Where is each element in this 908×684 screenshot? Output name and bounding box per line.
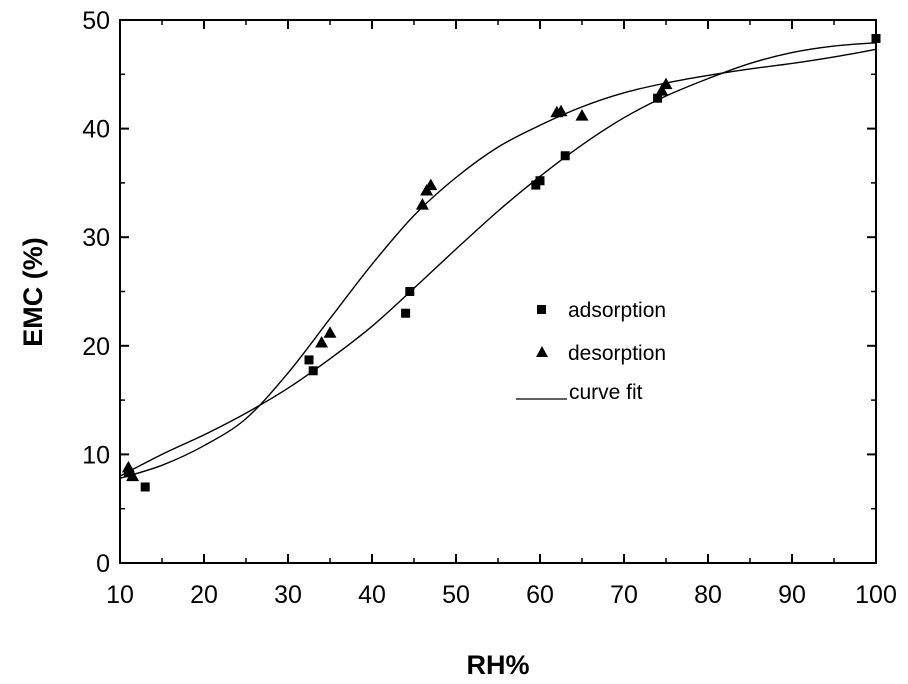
legend-label-curve-fit: curve fit (569, 381, 643, 404)
y-tick-label: 20 (82, 333, 110, 361)
adsorption-point (308, 366, 318, 376)
y-tick-label: 0 (96, 550, 110, 578)
adsorption-point (304, 355, 314, 365)
x-tick-label: 90 (778, 581, 806, 609)
x-tick-label: 100 (855, 581, 897, 609)
curve-fit-line-1 (119, 48, 877, 479)
curve-fit-lines (119, 42, 877, 479)
legend-label-desorption: desorption (568, 342, 666, 365)
desorption-point (424, 178, 438, 191)
data-markers (121, 33, 881, 492)
y-tick-label: 10 (82, 441, 110, 469)
adsorption-point (535, 176, 545, 186)
desorption-point (575, 109, 589, 121)
legend-label-adsorption: adsorption (568, 299, 666, 322)
desorption-point (126, 469, 140, 482)
legend: adsorption desorption curve fit (516, 299, 666, 404)
desorption-point (415, 198, 429, 210)
y-axis-tick-labels: 0 10 20 30 40 50 (82, 7, 110, 578)
adsorption-point (871, 33, 881, 43)
x-axis-tick-labels: 10 20 30 40 50 60 70 80 90 100 (106, 581, 897, 609)
desorption-point (315, 336, 329, 348)
legend-marker-adsorption (537, 305, 546, 314)
axis-ticks (119, 19, 877, 564)
y-tick-label: 40 (82, 116, 110, 144)
adsorption-point (405, 287, 415, 296)
x-tick-label: 20 (190, 581, 218, 609)
adsorption-point (123, 468, 133, 478)
adsorption-point (653, 93, 663, 103)
desorption-point (655, 84, 669, 96)
legend-marker-desorption (536, 346, 548, 357)
x-tick-label: 10 (106, 581, 134, 609)
x-tick-label: 80 (694, 581, 722, 609)
plot-frame (119, 19, 877, 564)
desorption-point (659, 77, 673, 90)
x-tick-label: 40 (358, 581, 386, 609)
desorption-point (554, 104, 568, 117)
x-tick-label: 60 (526, 581, 554, 609)
adsorption-point (560, 151, 570, 161)
adsorption-point (401, 308, 411, 318)
desorption-point (121, 460, 135, 473)
curve-fit-line-2 (119, 42, 877, 477)
x-tick-label: 70 (610, 581, 638, 609)
x-axis-title: RH% (466, 650, 529, 680)
x-tick-label: 50 (442, 581, 470, 609)
desorption-point (323, 326, 337, 338)
y-tick-label: 50 (82, 7, 110, 35)
adsorption-point (140, 482, 150, 492)
y-axis-title: EMC (%) (18, 237, 48, 347)
x-tick-label: 30 (274, 581, 302, 609)
y-tick-label: 30 (82, 224, 110, 252)
